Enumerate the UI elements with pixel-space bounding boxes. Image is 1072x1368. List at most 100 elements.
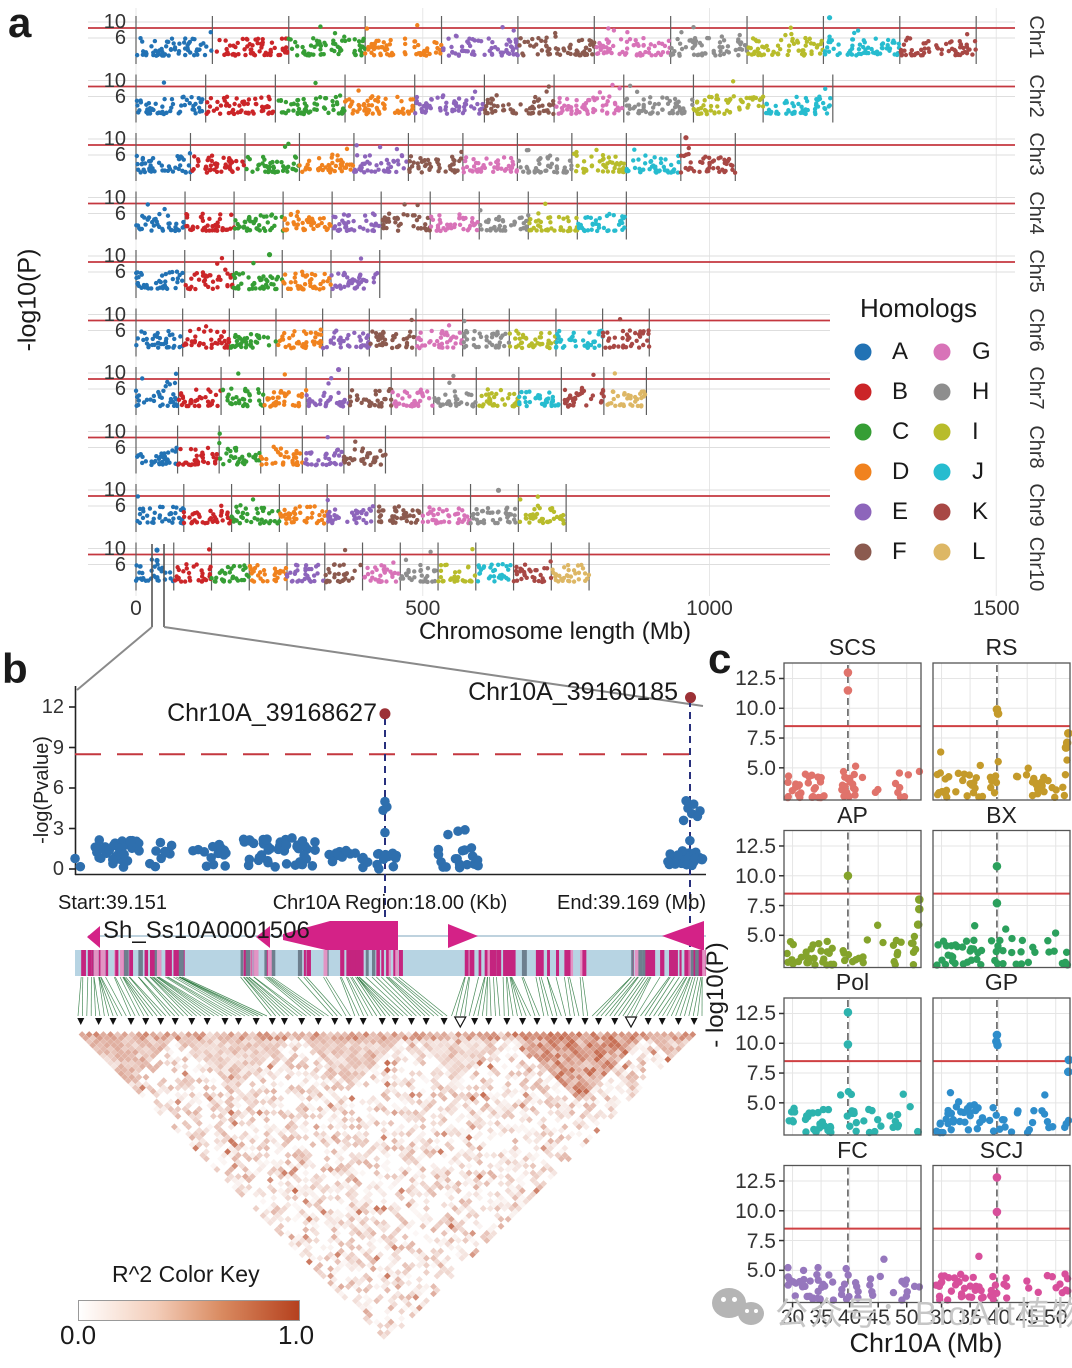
panel-a-row-y-tick-10: 10 <box>103 245 126 267</box>
legend-item-A: A <box>892 338 909 365</box>
panel-b-y-tick: 6 <box>52 777 64 799</box>
panel-a-label: a <box>8 0 32 46</box>
panel-a-row-label: Chr6 <box>1025 307 1047 352</box>
facet-title-BX: BX <box>986 801 1017 828</box>
legend-item-F: F <box>892 538 907 565</box>
panel-c-x-tick: 30 <box>929 1306 954 1329</box>
panel-a-row-y-tick-6: 6 <box>114 495 126 517</box>
panel-a-row-y-tick-6: 6 <box>114 553 126 576</box>
snp-label-1: Chr10A_39168627 <box>167 699 377 727</box>
panel-a-row-y-tick-10: 10 <box>103 69 126 92</box>
snp-label-2: Chr10A_39160185 <box>468 678 678 706</box>
panel-a-row-y-tick-10: 10 <box>103 186 126 209</box>
panel-a-x-tick: 1000 <box>686 597 733 620</box>
panel-b-y-tick: 3 <box>52 817 64 840</box>
panel-a-x-tick: 0 <box>130 597 142 620</box>
region-start-label: Start:39.151 <box>58 892 167 914</box>
legend-item-B: B <box>892 378 909 405</box>
legend-item-G: G <box>972 338 991 365</box>
panel-a-row-y-tick-6: 6 <box>114 144 126 166</box>
panel-a-row-label: Chr10 <box>1025 536 1047 591</box>
panel-c-x-axis-label: Chr10A (Mb) <box>849 1328 1003 1358</box>
panel-a-row-y-tick-10: 10 <box>103 479 126 501</box>
facet-title-GP: GP <box>984 969 1019 995</box>
legend-item-L: L <box>972 538 986 565</box>
panel-c-x-tick: 35 <box>958 1306 982 1329</box>
panel-a-row-y-tick-6: 6 <box>114 378 126 400</box>
watermark-text: 公众号：BioArt植物 <box>775 1295 1072 1332</box>
panel-c-y-tick: 7.5 <box>746 1229 776 1253</box>
panel-c-x-tick: 45 <box>866 1306 890 1329</box>
panel-c-x-tick: 45 <box>1015 1306 1039 1329</box>
legend-title: Homologs <box>860 293 978 323</box>
region-middle-label: Chr10A Region:18.00 (Kb) <box>272 892 508 914</box>
panel-a-row-label: Chr8 <box>1025 424 1047 469</box>
r2-key-min-label: 0.0 <box>60 1320 97 1350</box>
panel-c-y-tick: 10.0 <box>735 864 776 888</box>
panel-a-row-y-tick-10: 10 <box>103 303 126 326</box>
panel-a-row-label: Chr7 <box>1025 366 1047 410</box>
panel-a-row-label: Chr9 <box>1025 483 1047 527</box>
panel-a-row-y-tick-6: 6 <box>114 85 126 108</box>
facet-title-SCJ: SCJ <box>979 1136 1024 1163</box>
panel-a-x-tick: 500 <box>405 597 441 620</box>
panel-c-y-tick: 5.0 <box>746 756 776 780</box>
panel-b-label: b <box>2 645 28 692</box>
panel-a-row-y-tick-10: 10 <box>103 11 126 33</box>
panel-b-y-tick: 0 <box>52 858 64 880</box>
panel-a-row-label: Chr5 <box>1025 249 1047 293</box>
facet-title-AP: AP <box>837 801 868 828</box>
panel-c-y-tick: 7.5 <box>746 727 776 751</box>
panel-a-row-y-tick-6: 6 <box>114 27 126 49</box>
legend-item-E: E <box>892 498 909 525</box>
legend-item-I: I <box>972 418 979 445</box>
panel-c-y-tick: 10.0 <box>735 1032 776 1056</box>
r2-color-key-title: R^2 Color Key <box>112 1261 260 1287</box>
panel-c-y-tick: 10.0 <box>735 1199 776 1223</box>
panel-c-x-tick: 35 <box>809 1306 833 1329</box>
panel-c-y-tick: 7.5 <box>746 1062 776 1086</box>
panel-c-y-tick: 12.5 <box>735 667 776 691</box>
panel-c-y-tick: 12.5 <box>735 1002 776 1026</box>
panel-c-label: c <box>708 635 732 682</box>
panel-c-y-tick: 12.5 <box>735 834 776 858</box>
panel-c-y-tick: 5.0 <box>746 1091 776 1115</box>
panel-a-row-y-tick-10: 10 <box>103 362 126 384</box>
panel-a-row-label: Chr4 <box>1025 190 1047 235</box>
legend-item-D: D <box>892 458 910 485</box>
panel-a-row-label: Chr3 <box>1025 132 1047 176</box>
legend-item-H: H <box>972 378 990 405</box>
r2-key-max-label: 1.0 <box>278 1320 315 1350</box>
panel-a-y-axis-label: -log10(P) <box>13 248 42 352</box>
panel-a-row-label: Chr1 <box>1025 15 1047 59</box>
facet-title-SCS: SCS <box>828 634 877 660</box>
region-end-label: End:39.169 (Mb) <box>557 892 706 914</box>
facet-title-Pol: Pol <box>835 969 870 995</box>
panel-a-row-y-tick-10: 10 <box>103 537 126 560</box>
facet-title-FC: FC <box>837 1136 868 1163</box>
panel-c-y-tick: 5.0 <box>746 924 776 948</box>
legend-item-K: K <box>972 498 989 525</box>
panel-c-y-axis-label: - log10(P) <box>702 942 729 1048</box>
panel-a-row-y-tick-6: 6 <box>114 436 126 459</box>
r2-color-key-gradient <box>78 1300 300 1321</box>
panel-b-y-tick: 12 <box>41 696 64 718</box>
wechat-icon <box>712 1288 770 1336</box>
panel-a-x-axis-label: Chromosome length (Mb) <box>418 618 692 645</box>
legend-item-C: C <box>892 418 910 445</box>
panel-c-y-tick: 10.0 <box>735 697 776 721</box>
legend-item-J: J <box>972 458 984 485</box>
panel-c-x-tick: 30 <box>780 1306 805 1329</box>
panel-c-y-tick: 12.5 <box>735 1169 776 1193</box>
panel-c-x-tick: 40 <box>837 1306 862 1329</box>
panel-c-x-tick: 40 <box>986 1306 1011 1329</box>
gene-name-label: Sh_Ss10A0001506 <box>103 917 310 944</box>
panel-a-row-y-tick-10: 10 <box>103 420 126 443</box>
panel-b-y-tick: 9 <box>52 736 64 759</box>
panel-a-row-y-tick-10: 10 <box>103 128 126 150</box>
panel-c-y-tick: 7.5 <box>746 894 776 918</box>
panel-a-row-y-tick-6: 6 <box>114 261 126 283</box>
panel-a-row-label: Chr2 <box>1025 73 1047 118</box>
